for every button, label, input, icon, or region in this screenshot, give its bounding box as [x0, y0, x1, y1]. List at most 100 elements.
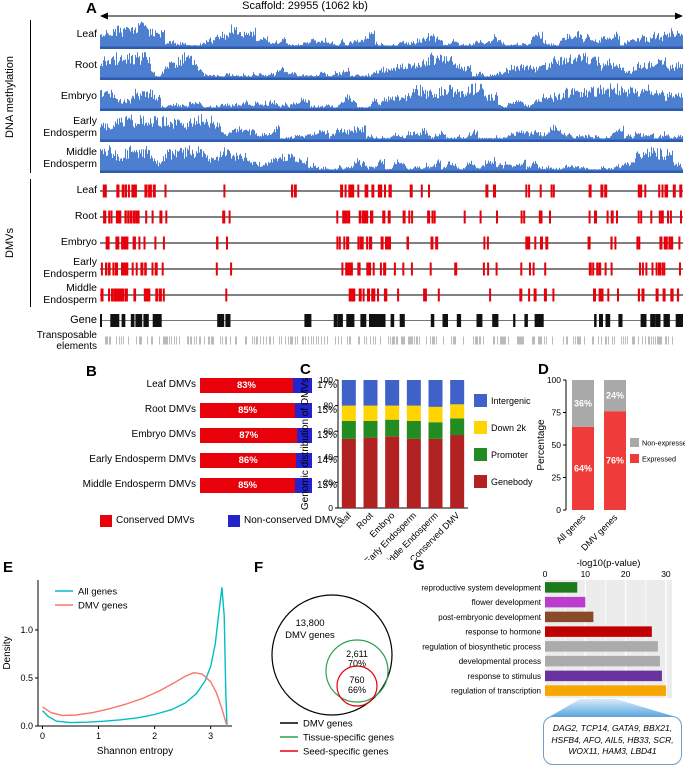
dmv-mark	[595, 210, 597, 224]
go-term-bar	[545, 685, 666, 696]
te-mark	[614, 336, 615, 345]
bar-segment	[385, 380, 400, 406]
callout-funnel	[549, 699, 676, 717]
te-mark	[187, 336, 188, 345]
b-conserved-segment: 83%	[200, 378, 293, 393]
b-stacked-bar: 85%	[200, 403, 312, 418]
dmv-mark	[680, 210, 682, 224]
te-mark	[139, 336, 140, 345]
gene-mark	[390, 314, 395, 327]
gene-mark	[476, 314, 483, 327]
panel-e-chart: Density 0 1 2 3 0.0 0.5 1.0 Shannon entropy All g…	[2, 580, 232, 757]
dmv-mark	[347, 236, 350, 250]
bar-value-label: 76%	[606, 456, 624, 466]
te-mark	[119, 336, 120, 345]
dmv-mark	[493, 184, 496, 198]
dmv-mark	[383, 262, 386, 276]
methylation-track	[100, 145, 683, 173]
te-mark	[109, 336, 110, 345]
te-mark	[166, 336, 168, 345]
dmv-mark	[124, 262, 127, 276]
dmv-mark	[366, 262, 369, 276]
gene-mark	[217, 314, 225, 327]
te-mark	[518, 336, 520, 345]
dmv-mark	[352, 288, 356, 302]
gene-mark	[156, 314, 162, 327]
dmv-mark	[380, 184, 383, 198]
track-baseline	[100, 139, 683, 142]
venn-circle-seed	[336, 665, 378, 707]
te-mark	[128, 336, 129, 345]
dmv-mark	[640, 184, 643, 198]
te-mark	[159, 336, 160, 345]
dmv-mark	[145, 288, 149, 302]
dmv-mark	[596, 262, 599, 276]
dmv-mark	[110, 288, 114, 302]
dmv-mark	[366, 184, 369, 198]
dmv-mark	[679, 184, 683, 198]
dmv-mark	[132, 184, 136, 198]
legend-swatch	[228, 515, 240, 527]
te-mark	[657, 336, 659, 345]
legend-swatch	[474, 448, 487, 461]
te-mark	[106, 336, 108, 345]
te-mark	[522, 336, 524, 345]
dmv-mark	[606, 210, 609, 224]
dmvs-group-label: DMVs	[2, 179, 17, 307]
te-mark	[584, 336, 585, 345]
bar-segment	[406, 405, 421, 421]
te-mark	[295, 336, 296, 345]
x-tick-label: 0	[40, 731, 45, 741]
te-mark	[436, 336, 437, 345]
te-mark	[502, 336, 503, 345]
dmv-mark	[226, 236, 228, 250]
gene-mark	[349, 314, 355, 327]
bar-segment	[363, 380, 378, 406]
methylation-track	[100, 52, 683, 80]
methylation-bars	[100, 52, 683, 78]
go-term-label: flower development	[472, 598, 542, 607]
te-mark	[341, 336, 342, 345]
gene-mark	[534, 314, 540, 327]
legend-label: Promoter	[491, 450, 528, 460]
dmv-mark	[131, 262, 134, 276]
panel-letter-b: B	[86, 363, 97, 380]
dmv-mark	[291, 184, 293, 198]
te-mark	[235, 336, 237, 345]
gene-mark	[135, 314, 143, 327]
dmv-mark	[130, 210, 133, 224]
dmv-mark	[661, 184, 664, 198]
dmv-mark	[105, 262, 107, 276]
dmv-mark	[663, 262, 666, 276]
dmv-mark	[664, 184, 667, 198]
gene-mark	[599, 314, 603, 327]
b-conserved-segment: 85%	[200, 478, 296, 493]
dmv-mark	[389, 184, 392, 198]
dmv-mark	[148, 288, 151, 302]
legend-label: Genebody	[491, 477, 533, 487]
dmv-mark	[151, 262, 154, 276]
gene-mark	[333, 314, 338, 327]
dmv-mark	[637, 184, 641, 198]
te-mark	[546, 336, 547, 345]
dmv-mark	[658, 262, 661, 276]
te-mark	[476, 336, 478, 345]
methylation-track	[100, 114, 683, 142]
dmv-mark	[424, 288, 427, 302]
dmv-mark	[370, 210, 374, 224]
te-mark	[416, 336, 418, 345]
te-mark	[364, 336, 365, 345]
dmv-mark	[431, 236, 434, 250]
gene-mark	[492, 314, 499, 327]
panel-letter-a: A	[86, 0, 97, 17]
dmv-mark	[215, 262, 218, 276]
legend-swatch	[630, 454, 639, 463]
dmv-mark	[495, 262, 498, 276]
track-label: Early Endosperm	[43, 256, 97, 280]
dmv-mark	[352, 184, 355, 198]
dmv-mark	[366, 236, 369, 250]
y-tick-label: 20	[324, 477, 334, 487]
dmv-mark	[357, 184, 360, 198]
dmv-mark	[483, 236, 486, 250]
